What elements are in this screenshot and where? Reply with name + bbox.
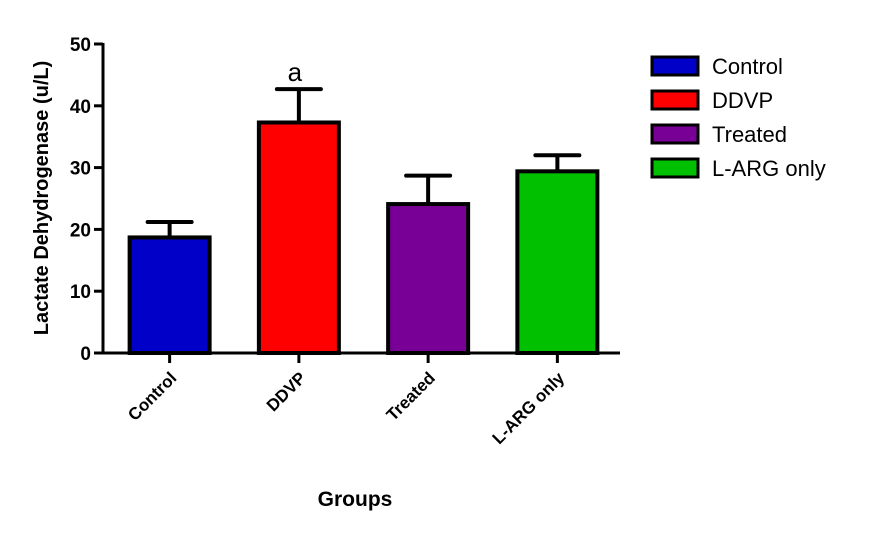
x-tick-label: DDVP — [263, 368, 310, 415]
y-tick-label: 20 — [70, 220, 91, 241]
legend-swatch — [650, 123, 700, 145]
y-tick-label: 40 — [70, 97, 91, 118]
y-tick-label: 10 — [70, 282, 91, 303]
legend-swatch — [650, 89, 700, 111]
bar-ddvp — [256, 120, 341, 356]
legend-label: Control — [712, 54, 783, 79]
x-axis-label: Groups — [318, 488, 393, 511]
y-axis-label: Lactate Dehydrogenase (u/L) — [31, 61, 53, 336]
x-tick-label: L-ARG only — [489, 368, 569, 448]
legend-label: L-ARG only — [712, 156, 826, 181]
bar-treated — [386, 202, 471, 355]
legend-label: Treated — [712, 122, 787, 147]
y-tick-label: 30 — [70, 159, 91, 180]
bar-l-arg-only — [515, 169, 600, 355]
legend-swatch — [650, 157, 700, 179]
x-tick-label: Control — [124, 368, 180, 424]
y-tick-label: 0 — [80, 344, 91, 365]
y-tick-label: 50 — [70, 35, 91, 56]
x-tick-label: Treated — [383, 368, 439, 424]
significance-annotation: a — [288, 57, 303, 87]
bar-control — [127, 235, 212, 356]
legend-swatch — [650, 55, 700, 77]
legend-label: DDVP — [712, 88, 773, 113]
